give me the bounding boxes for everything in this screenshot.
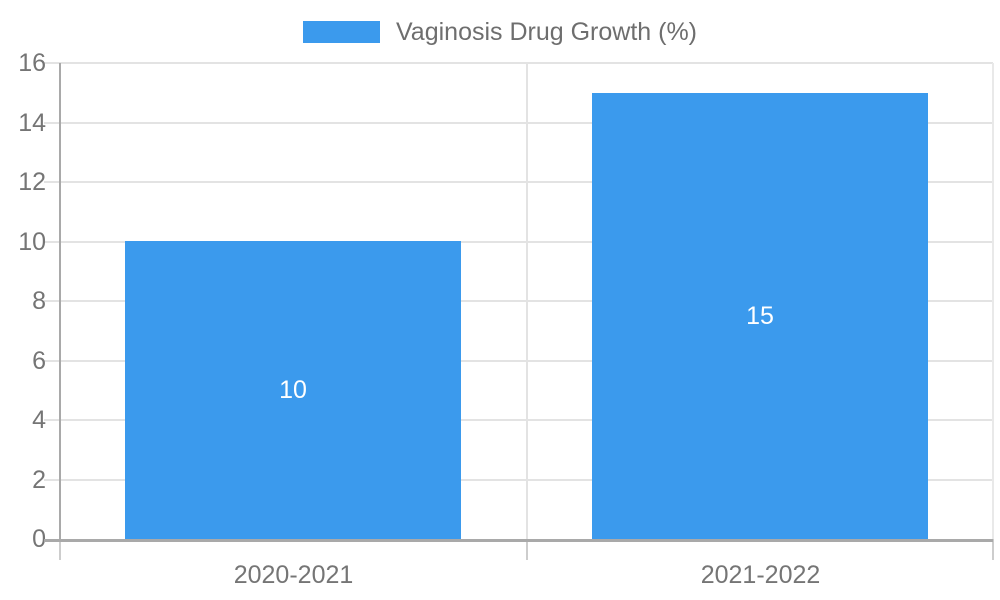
y-axis-tick-label: 4 [32, 406, 46, 434]
bar-value-label: 15 [746, 302, 774, 330]
x-axis-category-label: 2020-2021 [233, 561, 354, 589]
legend-series-label: Vaginosis Drug Growth (%) [395, 18, 698, 46]
y-axis-tick-label: 12 [18, 168, 46, 196]
gridline [44, 300, 993, 302]
gridline [44, 360, 993, 362]
plot-right-boundary [992, 63, 994, 539]
gridline [44, 62, 993, 64]
y-axis-tick-label: 8 [32, 287, 46, 315]
x-axis-line [44, 539, 993, 542]
x-axis-tick [526, 539, 528, 560]
y-axis-tick-label: 6 [32, 347, 46, 375]
y-axis-bottom-tick [59, 539, 61, 560]
y-axis-tick-label: 14 [18, 109, 46, 137]
y-axis-tick-label: 16 [18, 49, 46, 77]
gridline [44, 181, 993, 183]
y-axis-tick-label: 10 [18, 228, 46, 256]
y-axis-line [59, 63, 61, 539]
y-axis-tick-label: 2 [32, 466, 46, 494]
bar-2021-2022[interactable]: 15 [592, 93, 928, 539]
gridline [44, 241, 993, 243]
gridline [44, 419, 993, 421]
bar-2020-2021[interactable]: 10 [125, 241, 461, 539]
bar-value-label: 10 [279, 376, 307, 404]
x-axis-tick [992, 539, 994, 560]
chart-legend: Vaginosis Drug Growth (%) [0, 19, 1000, 45]
x-axis-category-label: 2021-2022 [700, 561, 821, 589]
legend-color-swatch [302, 21, 380, 43]
y-axis-tick-label: 0 [32, 525, 46, 553]
gridline [44, 479, 993, 481]
gridline [44, 122, 993, 124]
category-boundary-line [526, 63, 528, 539]
